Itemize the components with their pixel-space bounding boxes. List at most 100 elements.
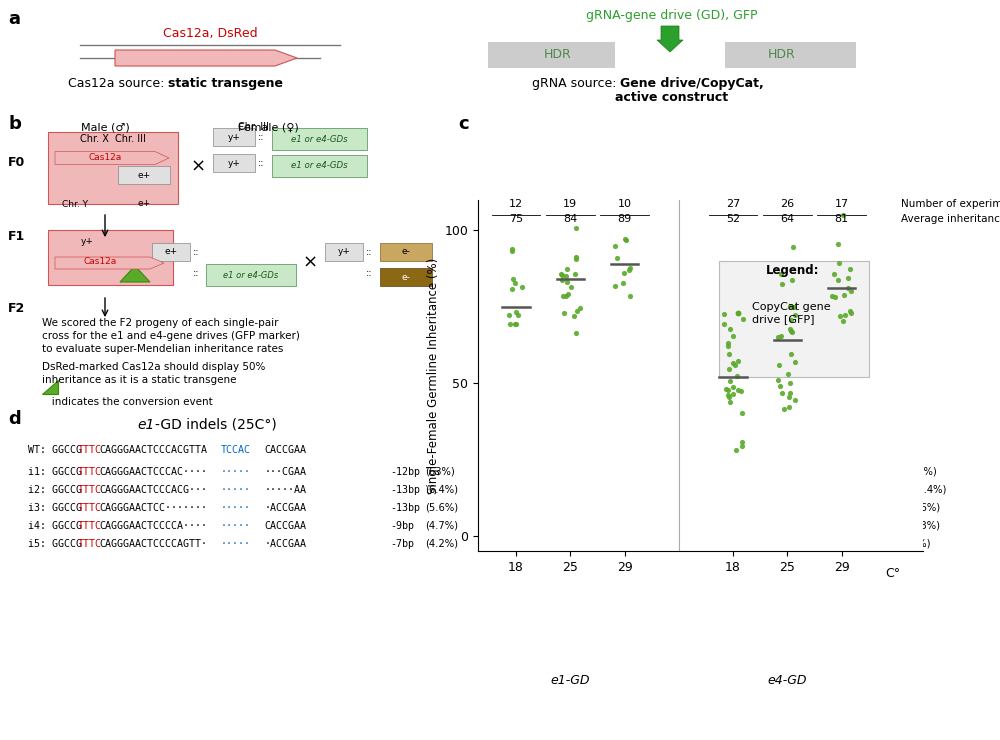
Bar: [213, 154, 255, 172]
Point: [774, 387, 790, 399]
Text: gRNA source:: gRNA source:: [532, 77, 620, 90]
Text: 84: 84: [563, 215, 577, 224]
Text: 27: 27: [726, 199, 740, 209]
Text: e+: e+: [137, 199, 151, 208]
Point: [773, 330, 789, 342]
Point: [787, 394, 803, 406]
Point: [718, 383, 734, 394]
Text: ····T: ····T: [698, 539, 728, 549]
Text: Cas12a: Cas12a: [83, 258, 117, 266]
Text: Legend:: Legend:: [766, 263, 820, 277]
Point: [787, 309, 803, 321]
Point: [730, 384, 746, 396]
Text: 75: 75: [509, 215, 523, 224]
Text: 89: 89: [617, 215, 632, 224]
FancyArrow shape: [55, 152, 169, 164]
Text: Chr. III: Chr. III: [238, 122, 268, 132]
Text: TTTC: TTTC: [554, 485, 578, 495]
Point: [567, 268, 583, 280]
Text: Number of experiments (n): Number of experiments (n): [901, 199, 1000, 209]
Point: [722, 374, 738, 386]
Text: TTTC: TTTC: [554, 445, 578, 455]
Point: [734, 436, 750, 448]
Point: [560, 289, 576, 300]
Point: [554, 274, 570, 286]
Point: [840, 272, 856, 284]
Point: [727, 360, 743, 371]
Text: to evaluate super-Mendelian inheritance rates: to evaluate super-Mendelian inheritance …: [42, 344, 283, 354]
Text: CopyCat gene
drive [GFP]: CopyCat gene drive [GFP]: [752, 302, 831, 323]
Text: TGAGCAGCTCCGCC····: TGAGCAGCTCCGCC····: [576, 467, 684, 477]
Point: [787, 356, 803, 368]
Point: [618, 235, 634, 246]
Text: b: b: [8, 115, 21, 133]
Text: 64: 64: [780, 215, 794, 224]
Point: [507, 277, 523, 289]
Text: Cas12a, DsRed: Cas12a, DsRed: [163, 27, 257, 40]
Point: [781, 401, 797, 413]
Point: [556, 307, 572, 319]
Text: e1 or e4-GDs: e1 or e4-GDs: [223, 271, 279, 280]
Point: [722, 396, 738, 408]
Text: CAGGGAACTCCCACGTTA: CAGGGAACTCCCACGTTA: [100, 445, 208, 455]
Text: F0: F0: [8, 155, 25, 169]
Point: [502, 318, 518, 330]
Text: TTTC: TTTC: [554, 503, 578, 513]
Bar: [48, 132, 178, 204]
Text: Average inheritance (%): Average inheritance (%): [901, 215, 1000, 224]
Text: -7bp: -7bp: [390, 539, 414, 549]
Text: e1-GD: e1-GD: [551, 673, 590, 687]
Point: [734, 440, 750, 451]
Text: TTTC: TTTC: [78, 503, 102, 513]
Text: i5: GGCCG: i5: GGCCG: [505, 539, 559, 549]
Text: ::: ::: [366, 268, 372, 278]
Point: [725, 388, 741, 400]
Text: (4.2%): (4.2%): [425, 539, 458, 549]
Text: TCCAC: TCCAC: [220, 445, 250, 455]
Bar: [325, 243, 363, 261]
Point: [622, 290, 638, 302]
Point: [786, 301, 802, 313]
Point: [504, 283, 520, 295]
Point: [782, 388, 798, 400]
Text: -13bp: -13bp: [390, 485, 420, 495]
Text: (15.4%): (15.4%): [907, 485, 946, 495]
Text: ·····AA: ·····AA: [264, 485, 306, 495]
Point: [622, 262, 638, 274]
Point: [568, 327, 584, 339]
Point: [504, 243, 520, 255]
Point: [504, 245, 520, 257]
Point: [832, 310, 848, 322]
Text: e4-GD: e4-GD: [768, 673, 807, 687]
Text: TTTC: TTTC: [554, 521, 578, 531]
Text: ::: ::: [193, 268, 200, 278]
Text: TTTC: TTTC: [78, 445, 102, 455]
Point: [720, 385, 736, 397]
Text: i4: GGCCG: i4: GGCCG: [28, 521, 82, 531]
Text: ·····: ·····: [220, 539, 250, 549]
Bar: [213, 128, 255, 146]
Text: F1: F1: [8, 230, 25, 243]
Text: 10: 10: [618, 199, 632, 209]
Point: [830, 238, 846, 250]
Text: CAGGGAACTCCCCAGTT·: CAGGGAACTCCCCAGTT·: [100, 539, 208, 549]
Point: [721, 363, 737, 375]
Text: e4: e4: [603, 418, 620, 432]
Point: [728, 445, 744, 457]
Text: y+: y+: [228, 132, 240, 141]
Point: [733, 386, 749, 397]
Text: ×: ×: [302, 254, 318, 272]
Point: [572, 303, 588, 314]
Point: [843, 307, 859, 319]
Point: [508, 306, 524, 317]
Text: ···CGAA: ···CGAA: [264, 467, 306, 477]
Text: TCCAT: TCCAT: [698, 445, 728, 455]
Text: e+: e+: [137, 170, 151, 180]
Point: [729, 370, 745, 382]
Text: -9bp: -9bp: [390, 521, 414, 531]
Point: [716, 309, 732, 320]
Point: [730, 355, 746, 367]
Point: [555, 290, 571, 302]
Text: static transgene: static transgene: [168, 77, 283, 90]
Point: [842, 263, 858, 275]
